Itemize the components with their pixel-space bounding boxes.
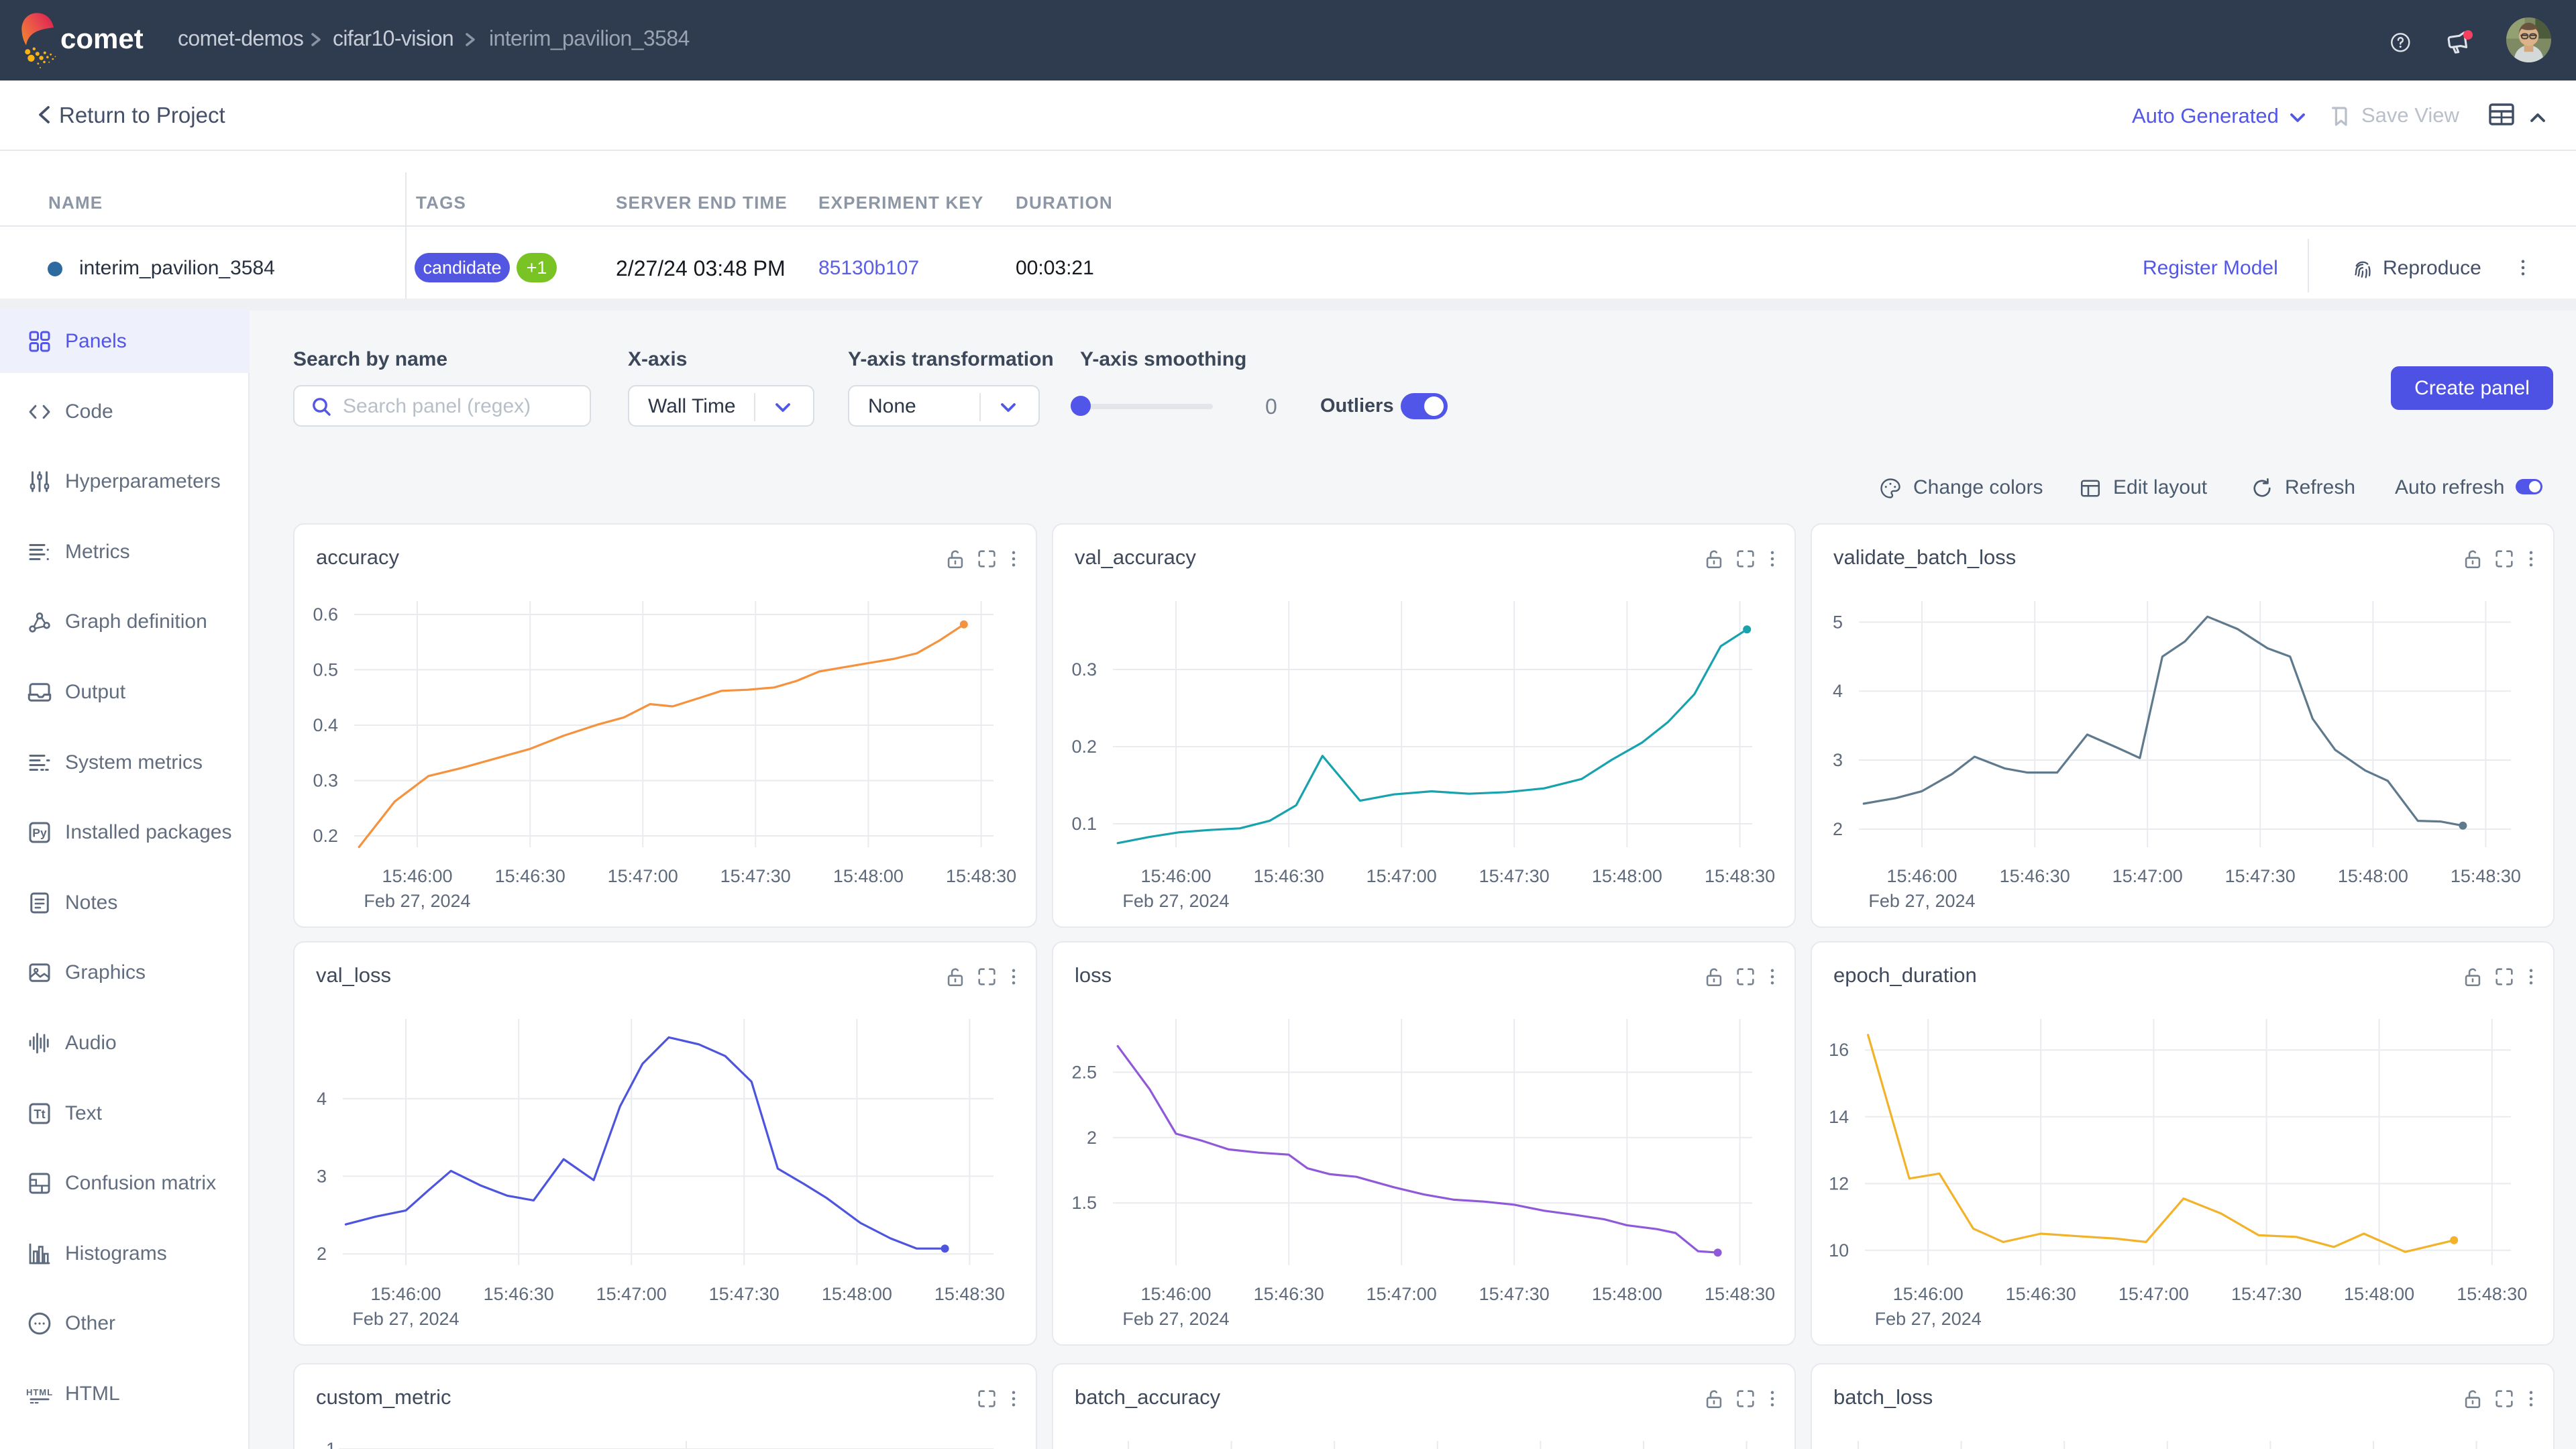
svg-text:15:46:00: 15:46:00	[1140, 866, 1211, 886]
svg-text:15:46:00: 15:46:00	[1893, 1284, 1964, 1304]
svg-text:15:47:00: 15:47:00	[608, 866, 678, 886]
svg-text:0.2: 0.2	[313, 826, 338, 846]
svg-text:15:48:00: 15:48:00	[1592, 1284, 1662, 1304]
svg-text:15:48:00: 15:48:00	[2338, 866, 2408, 886]
svg-text:15:47:00: 15:47:00	[1366, 1284, 1437, 1304]
svg-text:Feb 27, 2024: Feb 27, 2024	[352, 1309, 459, 1329]
svg-text:4: 4	[317, 1089, 327, 1109]
svg-text:0.6: 0.6	[313, 604, 338, 625]
svg-text:Feb 27, 2024: Feb 27, 2024	[1868, 891, 1975, 911]
svg-text:15:46:30: 15:46:30	[2000, 866, 2070, 886]
svg-text:15:47:00: 15:47:00	[596, 1284, 667, 1304]
svg-text:15:46:00: 15:46:00	[382, 866, 452, 886]
svg-text:14: 14	[1829, 1107, 1849, 1127]
svg-text:15:46:30: 15:46:30	[2006, 1284, 2076, 1304]
svg-text:15:46:00: 15:46:00	[1886, 866, 1957, 886]
svg-text:15:46:00: 15:46:00	[1140, 1284, 1211, 1304]
svg-text:0.2: 0.2	[1071, 737, 1097, 757]
svg-text:15:47:30: 15:47:30	[2225, 866, 2296, 886]
svg-text:2: 2	[317, 1244, 327, 1264]
svg-text:15:48:30: 15:48:30	[934, 1284, 1005, 1304]
svg-text:0.5: 0.5	[313, 660, 338, 680]
svg-text:3: 3	[317, 1167, 327, 1187]
svg-text:15:46:30: 15:46:30	[1254, 1284, 1324, 1304]
svg-text:15:48:00: 15:48:00	[2344, 1284, 2414, 1304]
svg-text:Feb 27, 2024: Feb 27, 2024	[1122, 891, 1229, 911]
svg-text:1.5: 1.5	[1071, 1193, 1097, 1213]
svg-text:4: 4	[1833, 681, 1843, 701]
svg-text:15:47:00: 15:47:00	[2118, 1284, 2189, 1304]
svg-text:HTML: HTML	[26, 1387, 53, 1397]
svg-text:15:47:30: 15:47:30	[709, 1284, 780, 1304]
svg-text:Feb 27, 2024: Feb 27, 2024	[1122, 1309, 1229, 1329]
svg-text:15:47:30: 15:47:30	[1479, 866, 1550, 886]
svg-text:15:47:00: 15:47:00	[1366, 866, 1437, 886]
svg-text:15:46:00: 15:46:00	[370, 1284, 441, 1304]
svg-text:15:48:30: 15:48:30	[2457, 1284, 2527, 1304]
svg-text:15:46:30: 15:46:30	[1254, 866, 1324, 886]
svg-text:0.3: 0.3	[1071, 659, 1097, 680]
svg-text:16: 16	[1829, 1040, 1849, 1060]
svg-text:15:48:30: 15:48:30	[1705, 866, 1775, 886]
svg-text:Feb 27, 2024: Feb 27, 2024	[1875, 1309, 1982, 1329]
svg-text:0.4: 0.4	[313, 715, 338, 735]
svg-text:15:47:30: 15:47:30	[2231, 1284, 2302, 1304]
svg-text:1: 1	[326, 1439, 336, 1449]
svg-text:2.5: 2.5	[1071, 1062, 1097, 1082]
svg-text:15:46:30: 15:46:30	[484, 1284, 554, 1304]
svg-text:0.3: 0.3	[313, 770, 338, 790]
svg-text:3: 3	[1833, 750, 1843, 770]
svg-text:15:47:30: 15:47:30	[1479, 1284, 1550, 1304]
svg-text:15:48:30: 15:48:30	[1705, 1284, 1775, 1304]
svg-text:Py: Py	[32, 826, 47, 840]
svg-text:15:48:30: 15:48:30	[2451, 866, 2521, 886]
svg-text:15:48:00: 15:48:00	[833, 866, 904, 886]
svg-text:10: 10	[1829, 1240, 1849, 1260]
svg-text:Feb 27, 2024: Feb 27, 2024	[364, 891, 470, 911]
svg-text:5: 5	[1833, 612, 1843, 632]
svg-text:2: 2	[1833, 819, 1843, 839]
svg-text:0.1: 0.1	[1071, 814, 1097, 834]
svg-text:2: 2	[1087, 1128, 1097, 1148]
svg-text:12: 12	[1829, 1173, 1849, 1193]
svg-text:15:48:00: 15:48:00	[1592, 866, 1662, 886]
svg-text:15:46:30: 15:46:30	[495, 866, 566, 886]
svg-text:15:47:00: 15:47:00	[2112, 866, 2183, 886]
svg-text:15:48:30: 15:48:30	[946, 866, 1016, 886]
svg-text:Tt: Tt	[34, 1107, 45, 1121]
svg-text:15:48:00: 15:48:00	[822, 1284, 892, 1304]
svg-text:15:47:30: 15:47:30	[720, 866, 791, 886]
